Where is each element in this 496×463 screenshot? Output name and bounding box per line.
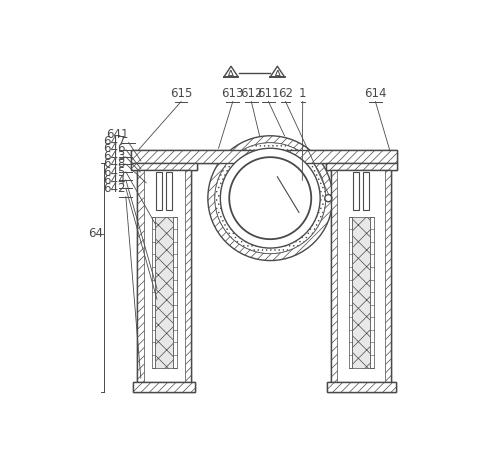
Bar — [137, 170, 144, 382]
Bar — [131, 163, 197, 170]
Bar — [325, 163, 397, 170]
Bar — [352, 217, 370, 368]
Circle shape — [215, 143, 325, 253]
Bar — [326, 382, 396, 392]
Bar — [166, 172, 172, 210]
Bar — [353, 172, 359, 210]
Bar — [152, 217, 155, 368]
Text: 646: 646 — [103, 143, 126, 156]
Bar — [156, 172, 162, 210]
Bar — [173, 217, 177, 368]
Circle shape — [229, 157, 311, 239]
Circle shape — [215, 143, 325, 253]
Text: 647: 647 — [103, 135, 126, 148]
Text: A: A — [227, 70, 235, 80]
Bar — [370, 217, 373, 368]
Text: 645: 645 — [104, 166, 126, 179]
Bar — [331, 171, 391, 382]
Bar — [370, 217, 373, 368]
Bar — [155, 217, 173, 368]
Bar — [155, 217, 173, 368]
Bar — [326, 382, 396, 392]
Bar — [349, 217, 352, 368]
Bar — [156, 172, 162, 210]
Bar — [385, 170, 391, 382]
Text: 64: 64 — [88, 227, 103, 240]
Bar — [133, 382, 195, 392]
Bar — [152, 217, 155, 368]
Text: 648: 648 — [104, 157, 126, 170]
Text: 611: 611 — [257, 87, 280, 100]
Bar — [131, 150, 397, 163]
Text: 62: 62 — [278, 87, 293, 100]
Text: 612: 612 — [240, 87, 262, 100]
Bar — [137, 170, 191, 382]
Text: 613: 613 — [222, 87, 244, 100]
Bar — [166, 172, 172, 210]
Bar — [137, 170, 191, 382]
Circle shape — [208, 136, 333, 261]
Bar — [331, 170, 391, 382]
Bar — [133, 382, 195, 392]
Bar — [353, 172, 359, 210]
Text: 615: 615 — [170, 87, 192, 100]
Bar — [131, 150, 397, 163]
Bar — [138, 171, 190, 382]
Bar — [352, 217, 370, 368]
Text: 642: 642 — [103, 182, 126, 195]
Bar — [131, 163, 197, 170]
Text: 643: 643 — [104, 150, 126, 163]
Bar — [363, 172, 370, 210]
Circle shape — [325, 194, 332, 202]
Text: 641: 641 — [106, 128, 128, 141]
Text: A: A — [274, 70, 281, 80]
Bar — [173, 217, 177, 368]
Text: 644: 644 — [103, 174, 126, 187]
Text: 614: 614 — [364, 87, 387, 100]
Circle shape — [220, 148, 320, 248]
Bar — [325, 163, 397, 170]
Bar — [349, 217, 352, 368]
Bar — [331, 170, 337, 382]
Bar — [331, 170, 391, 382]
Bar — [363, 172, 370, 210]
Text: 1: 1 — [299, 87, 307, 100]
Bar — [185, 170, 191, 382]
